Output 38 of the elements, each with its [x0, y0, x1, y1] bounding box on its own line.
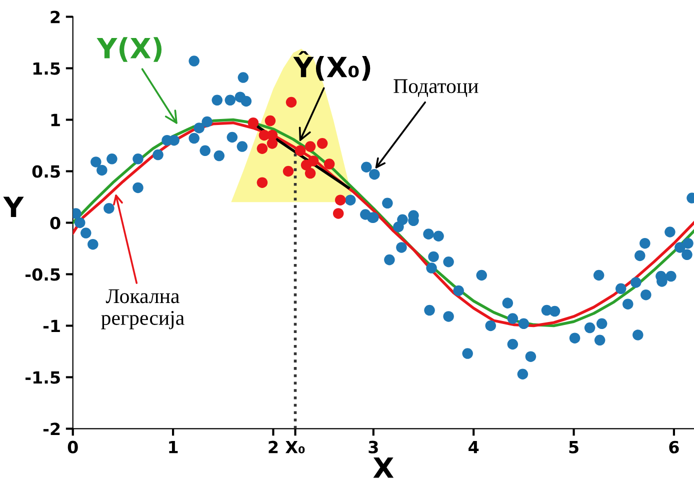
- point: [286, 96, 297, 108]
- x-tick-label: 2: [268, 440, 278, 454]
- y-tick-label: -1: [43, 320, 60, 332]
- annotation: Ŷ(X₀): [293, 51, 370, 81]
- x-axis-title: X: [373, 457, 394, 478]
- point: [308, 156, 319, 166]
- point: [334, 194, 346, 206]
- point: [256, 143, 268, 154]
- point: [316, 138, 328, 149]
- point: [256, 177, 268, 188]
- point: [324, 158, 335, 170]
- point: [304, 141, 316, 152]
- y-tick-label: 0.5: [32, 165, 60, 178]
- y-tick-label: -2: [43, 422, 60, 436]
- x-tick-label: 0: [68, 440, 78, 454]
- x-tick-label: 1: [169, 441, 178, 454]
- point: [248, 117, 259, 128]
- x-tick-label: 3: [368, 440, 378, 454]
- x-tick-label: 4: [468, 441, 479, 454]
- annotation: Локална регресија: [101, 289, 184, 330]
- x-tick-label: 5: [569, 441, 578, 454]
- annotation: Y(X): [96, 37, 162, 62]
- point: [294, 145, 306, 156]
- y-tick-label: 0: [50, 216, 60, 230]
- y-tick-label: 1: [51, 114, 60, 126]
- point: [304, 168, 316, 179]
- x-tick-label: 6: [669, 440, 679, 454]
- point: [264, 115, 276, 126]
- y-tick-label: -0.5: [26, 268, 60, 281]
- y-tick-label: 2: [50, 10, 60, 24]
- point: [332, 208, 344, 219]
- annotation: Податоци: [394, 79, 478, 97]
- y-tick-label: 1.5: [33, 62, 60, 75]
- point: [282, 166, 294, 177]
- point: [266, 138, 278, 149]
- x-tick-label: X₀: [286, 441, 305, 454]
- y-axis-title: Y: [3, 196, 24, 217]
- y-tick-label: -1.5: [26, 371, 60, 384]
